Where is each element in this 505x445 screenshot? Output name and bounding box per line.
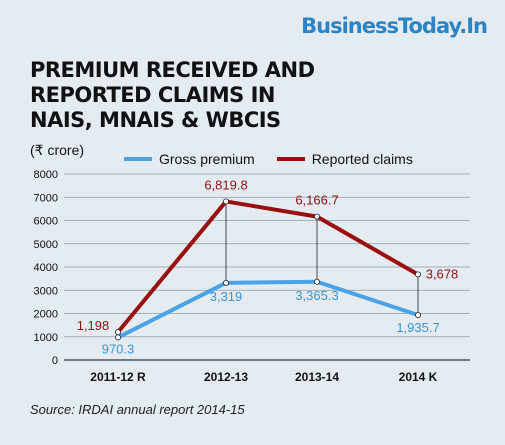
legend-swatch-gross-premium [124,157,152,161]
y-tick-label-7000: 7000 [34,192,58,204]
y-tick-label-4000: 4000 [34,262,58,274]
y-tick-label-0: 0 [52,355,58,367]
data-label-reported-claims-3: 3,678 [426,266,459,281]
unit-label: (₹ crore) [30,142,85,158]
data-label-gross-premium-3: 1,935.7 [396,320,439,335]
data-label-gross-premium-2: 3,365.3 [295,288,338,303]
point-gross-premium-2 [313,278,320,285]
y-tick-label-3000: 3000 [34,285,58,297]
x-tick-label-3: 2014 K [399,370,438,384]
y-tick-label-6000: 6000 [34,216,58,228]
series-line-reported-claims [116,199,420,335]
y-tick-label-1000: 1000 [34,332,58,344]
legend-swatch-reported-claims [276,157,305,161]
title-line-3: NAIS, MNAIS & WBCIS [30,108,281,132]
point-gross-premium-1 [222,279,229,286]
point-gross-premium-0 [115,334,122,341]
x-tick-label-1: 2012-13 [204,370,248,384]
source-note: Source: IRDAI annual report 2014-15 [30,402,245,417]
point-reported-claims-3 [414,271,421,278]
x-tick-label-2: 2013-14 [295,370,339,384]
y-tick-label-8000: 8000 [34,169,58,181]
data-label-reported-claims-1: 6,819.8 [204,177,247,192]
title-line-2: REPORTED CLAIMS IN [30,83,275,107]
chart-legend: Gross premium Reported claims [124,151,427,167]
point-gross-premium-3 [414,311,421,318]
data-label-gross-premium-1: 3,319 [210,289,243,304]
y-tick-label-2000: 2000 [34,309,58,321]
y-tick-label-5000: 5000 [34,239,58,251]
x-tick-label-0: 2011-12 R [90,370,146,384]
point-reported-claims-0 [115,329,122,336]
chart-title: PREMIUM RECEIVED AND REPORTED CLAIMS IN … [30,58,360,133]
legend-item-gross-premium: Gross premium [124,151,255,167]
point-reported-claims-1 [222,198,229,205]
legend-label-reported-claims: Reported claims [311,151,413,167]
data-label-reported-claims-0: 1,198 [77,318,110,333]
legend-label-gross-premium: Gross premium [159,151,255,167]
title-line-1: PREMIUM RECEIVED AND [30,58,315,82]
data-label-reported-claims-2: 6,166.7 [295,193,338,208]
point-reported-claims-2 [313,213,320,220]
legend-item-reported-claims: Reported claims [276,151,413,167]
data-label-gross-premium-0: 970.3 [102,341,135,356]
brand-logo: BusinessToday.In [301,14,488,38]
series-line-gross-premium [116,279,420,340]
